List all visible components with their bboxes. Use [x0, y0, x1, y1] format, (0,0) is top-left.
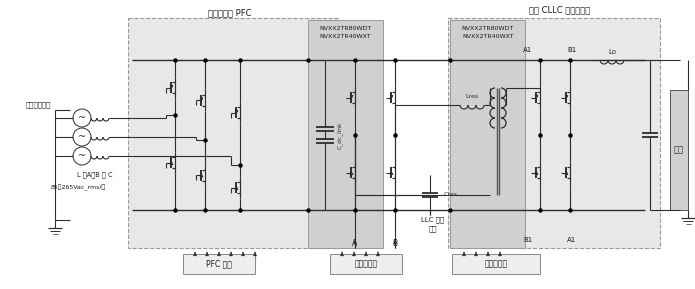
- Text: 电路: 电路: [429, 226, 437, 232]
- Text: 双向 CLLC 全桥转换器: 双向 CLLC 全桥转换器: [530, 5, 591, 14]
- Text: A: A: [352, 238, 358, 247]
- Bar: [183, 254, 255, 274]
- Bar: [330, 254, 402, 274]
- Text: NVXX2TR40WXT: NVXX2TR40WXT: [319, 34, 371, 38]
- Text: ~: ~: [78, 113, 86, 123]
- Bar: [448, 18, 660, 248]
- Text: 初级侧门控: 初级侧门控: [354, 260, 377, 268]
- Text: 三相交流输入: 三相交流输入: [25, 102, 51, 108]
- Text: 电池: 电池: [674, 145, 684, 155]
- Text: NVXX2TR80WDT: NVXX2TR80WDT: [462, 25, 514, 31]
- Text: NVXX2TR80WDT: NVXX2TR80WDT: [319, 25, 371, 31]
- Bar: [128, 18, 338, 248]
- Text: PFC 控制: PFC 控制: [206, 260, 232, 268]
- Text: B1: B1: [567, 47, 577, 53]
- Bar: [452, 254, 540, 274]
- Text: A1: A1: [567, 237, 577, 243]
- Text: 次级侧门控: 次级侧门控: [484, 260, 507, 268]
- Text: 升压型三相 PFC: 升压型三相 PFC: [208, 8, 252, 18]
- Text: C_dc_link: C_dc_link: [337, 121, 343, 149]
- Bar: [670, 90, 688, 210]
- Text: ~: ~: [78, 151, 86, 161]
- Text: B: B: [393, 238, 398, 247]
- Text: Lo: Lo: [608, 49, 616, 55]
- Text: A1: A1: [523, 47, 532, 53]
- Bar: [450, 20, 525, 248]
- Text: B1: B1: [523, 237, 532, 243]
- Text: Cres: Cres: [444, 192, 458, 197]
- Text: NVXX2TR40WXT: NVXX2TR40WXT: [462, 34, 514, 38]
- Text: Lres: Lres: [466, 95, 479, 99]
- Text: LLC 谐振: LLC 谐振: [421, 217, 445, 223]
- Bar: [308, 20, 383, 248]
- Text: L 相A、B 和 C: L 相A、B 和 C: [77, 172, 113, 178]
- Text: 85－265Vac_rms/相: 85－265Vac_rms/相: [50, 185, 106, 191]
- Text: ~: ~: [78, 132, 86, 142]
